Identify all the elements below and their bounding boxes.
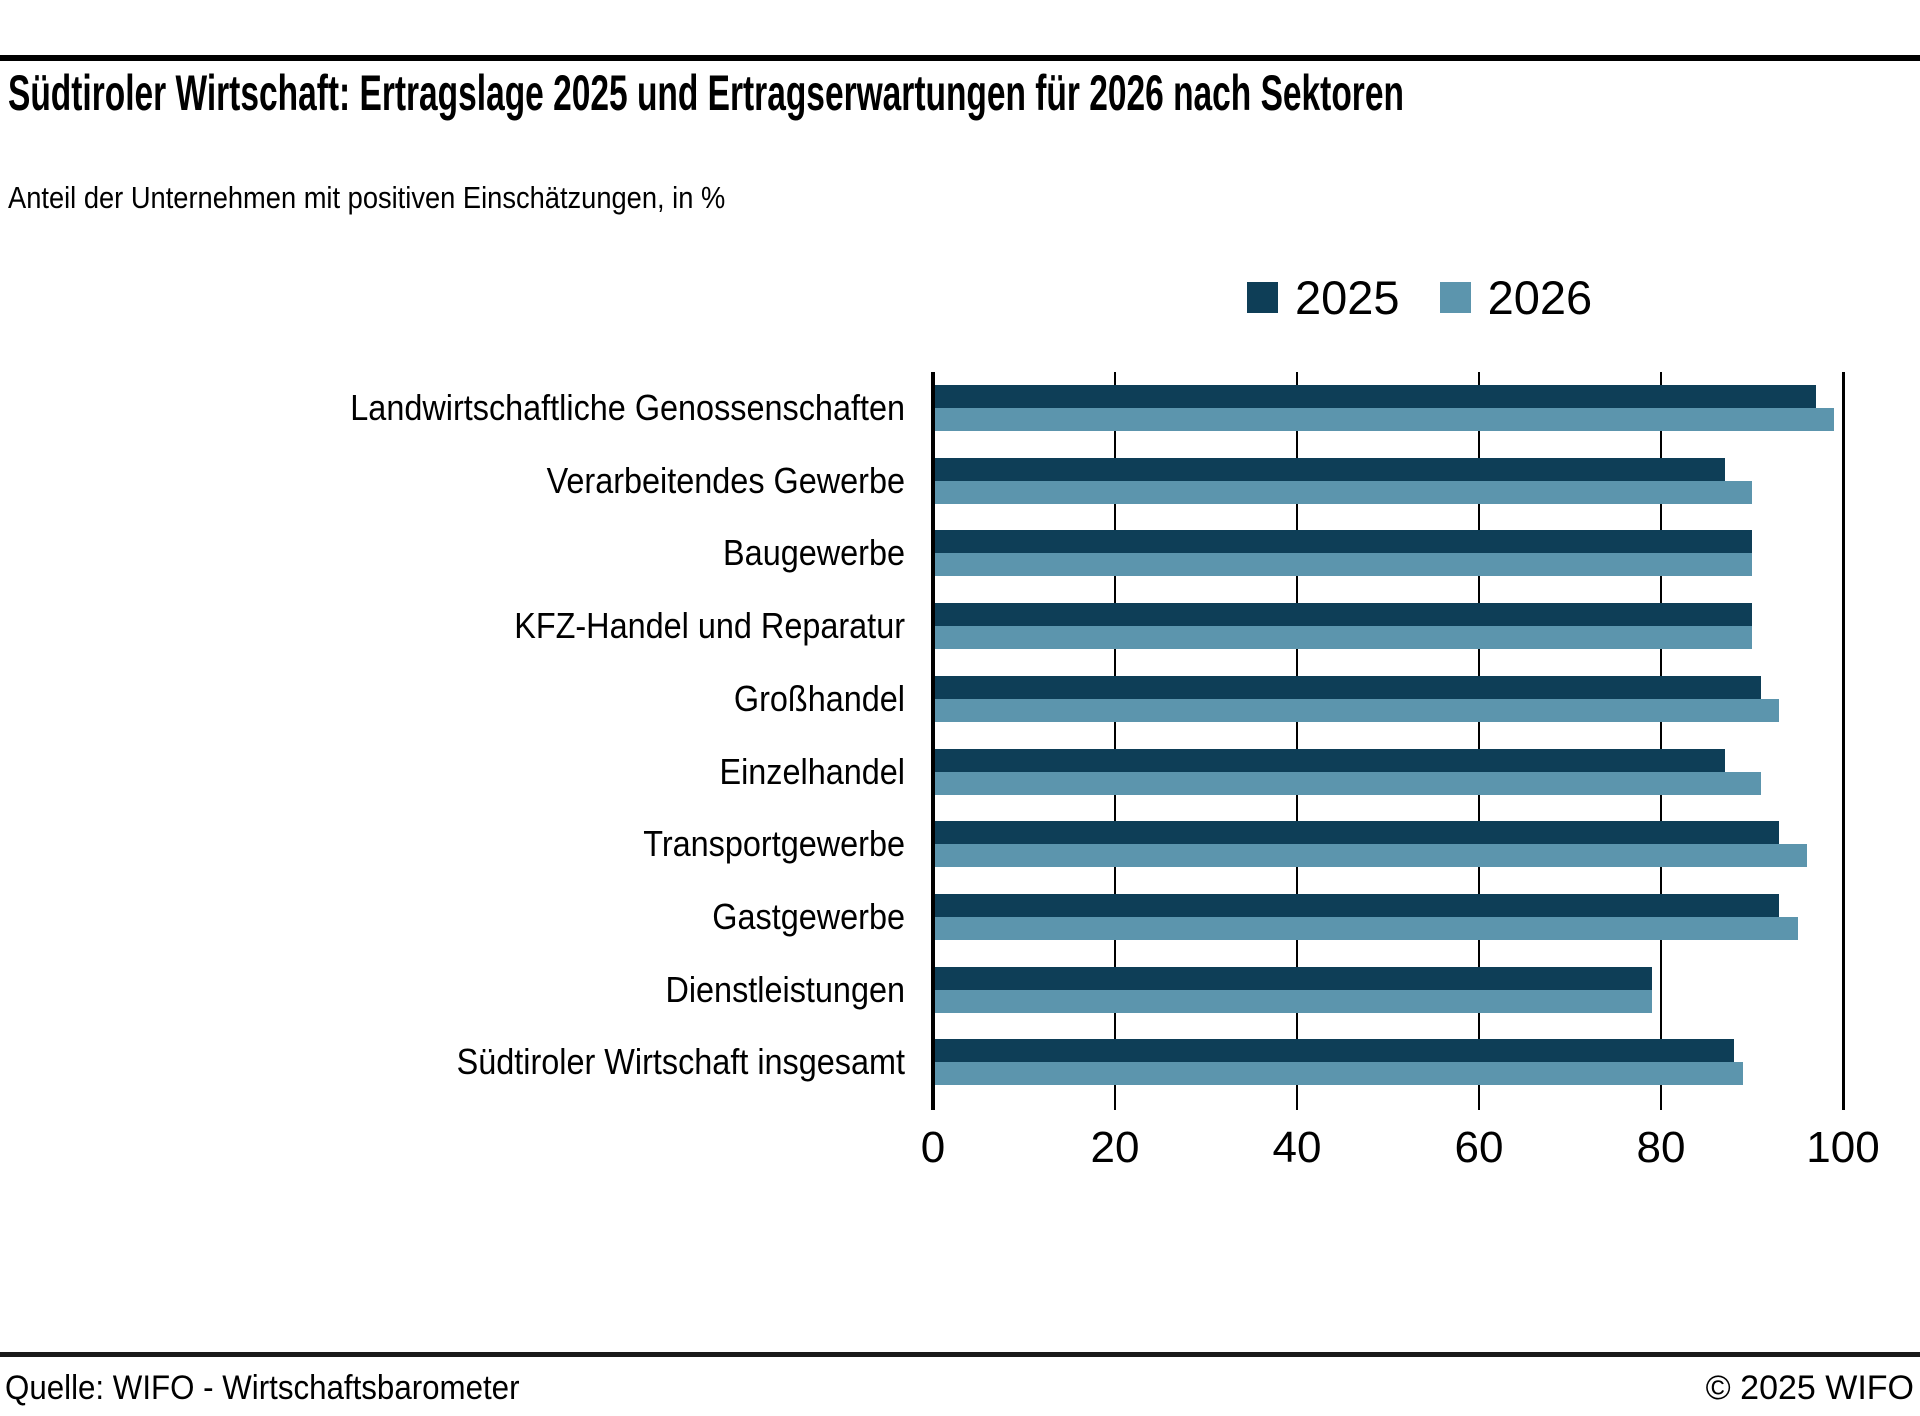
category-label: Verarbeitendes Gewerbe xyxy=(546,460,905,501)
bar-2025 xyxy=(933,967,1652,990)
bar-2026 xyxy=(933,917,1798,940)
legend-item-2026: 2026 xyxy=(1439,271,1593,324)
chart-subtitle: Anteil der Unternehmen mit positiven Ein… xyxy=(8,180,726,215)
x-tick-label: 0 xyxy=(920,1123,946,1172)
bar-2025 xyxy=(933,530,1752,553)
source-note: Quelle: WIFO - Wirtschaftsbarometer xyxy=(5,1369,520,1407)
x-tick-label: 100 xyxy=(1806,1123,1880,1172)
top-rule xyxy=(0,55,1920,61)
bar-2026 xyxy=(933,626,1752,649)
bar-2026 xyxy=(933,553,1752,576)
legend-label-2025: 2025 xyxy=(1295,271,1400,324)
category-label: Dienstleistungen xyxy=(665,969,905,1010)
bar-2026 xyxy=(933,990,1652,1013)
gridline xyxy=(1114,372,1116,1110)
bar-2025 xyxy=(933,1039,1734,1062)
bar-2026 xyxy=(933,772,1761,795)
bar-2026 xyxy=(933,481,1752,504)
bar-2025 xyxy=(933,749,1725,772)
category-label: Großhandel xyxy=(733,678,905,719)
category-label: Baugewerbe xyxy=(723,532,905,573)
category-label: KFZ-Handel und Reparatur xyxy=(514,605,905,646)
bar-2026 xyxy=(933,1062,1743,1085)
chart-title: Südtiroler Wirtschaft: Ertragslage 2025 … xyxy=(8,65,1404,121)
x-tick-label: 80 xyxy=(1636,1123,1686,1172)
legend-swatch-2026 xyxy=(1439,282,1471,313)
category-label: Gastgewerbe xyxy=(712,896,905,937)
bar-2025 xyxy=(933,603,1752,626)
copyright-note: © 2025 WIFO xyxy=(1705,1369,1914,1407)
legend-item-2025: 2025 xyxy=(1247,274,1400,321)
gridline xyxy=(1660,372,1662,1110)
category-label: Landwirtschaftliche Genossenschaften xyxy=(350,387,905,428)
bar-2025 xyxy=(933,894,1779,917)
bottom-rule xyxy=(0,1352,1920,1357)
legend: 2025 2026 xyxy=(1247,274,1592,321)
legend-label-2026: 2026 xyxy=(1487,271,1593,324)
axis-zero-line xyxy=(931,372,935,1110)
category-label: Transportgewerbe xyxy=(643,823,905,864)
bar-2026 xyxy=(933,844,1807,867)
x-tick-label: 20 xyxy=(1090,1123,1140,1172)
x-tick-label: 40 xyxy=(1272,1123,1322,1172)
legend-swatch-2025 xyxy=(1247,282,1278,313)
bar-2026 xyxy=(933,699,1779,722)
category-label: Einzelhandel xyxy=(719,751,905,792)
gridline xyxy=(1478,372,1480,1110)
x-tick-label: 60 xyxy=(1454,1123,1504,1172)
bar-2025 xyxy=(933,458,1725,481)
bar-2025 xyxy=(933,385,1816,408)
gridline xyxy=(1841,372,1845,1110)
bar-2026 xyxy=(933,408,1834,431)
bar-2025 xyxy=(933,676,1761,699)
category-label: Südtiroler Wirtschaft insgesamt xyxy=(456,1041,905,1082)
bar-2025 xyxy=(933,821,1779,844)
gridline xyxy=(1296,372,1298,1110)
